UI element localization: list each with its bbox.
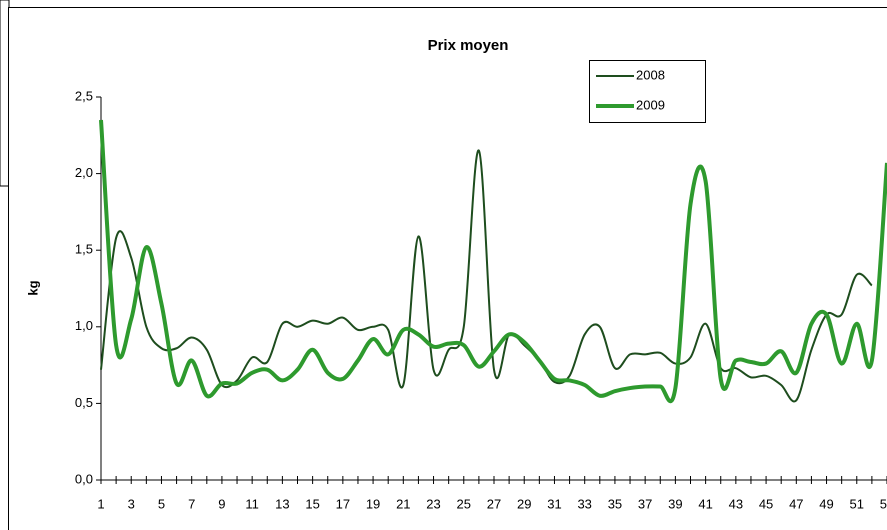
x-tick-label: 7 [188,496,195,511]
data-line [99,119,887,404]
legend-label: 2009 [636,97,665,112]
y-tick-label: 2,0 [75,165,93,180]
x-tick-label: 19 [366,496,380,511]
data-line [100,149,873,403]
x-tick-label: 1 [97,496,104,511]
legend-items: 2008 2009 [596,67,665,112]
y-tick-label: 0,5 [75,395,93,410]
y-tick-label: 1,5 [75,242,93,257]
y-tick-label: 0,0 [75,471,93,486]
x-tick-label: 27 [487,496,501,511]
x-tick-label: 31 [547,496,561,511]
x-tick-label: 53 [880,496,887,511]
background-window [0,0,10,187]
x-tick-label: 49 [819,496,833,511]
x-tick-label: 25 [457,496,471,511]
legend [589,60,706,123]
x-tick-label: 51 [850,496,864,511]
x-tick-label: 15 [305,496,319,511]
x-tick-label: 39 [668,496,682,511]
y-tick-label: 2,5 [75,88,93,103]
x-tick-label: 9 [218,496,225,511]
x-tick-label: 23 [426,496,440,511]
y-axis-label: kg [25,280,40,295]
x-tick-label: 35 [608,496,622,511]
x-tick-label: 37 [638,496,652,511]
x-tick-label: 29 [517,496,531,511]
x-tick-label: 41 [698,496,712,511]
chart-title: Prix moyen [428,37,509,54]
plot-area: 0,00,51,01,52,02,51 3 5 7 9 11 13 15 17 19 21 23 25 2… [75,88,887,511]
x-tick-label: 5 [158,496,165,511]
x-tick-label: 47 [789,496,803,511]
x-tick-label: 13 [275,496,289,511]
x-tick-label: 21 [396,496,410,511]
x-tick-label: 43 [729,496,743,511]
x-tick-label: 45 [759,496,773,511]
y-tick-label: 1,0 [75,318,93,333]
legend-label: 2008 [636,67,665,82]
x-tick-label: 11 [245,496,259,511]
x-tick-label: 33 [577,496,591,511]
x-tick-label: 3 [128,496,135,511]
x-tick-label: 17 [336,496,350,511]
